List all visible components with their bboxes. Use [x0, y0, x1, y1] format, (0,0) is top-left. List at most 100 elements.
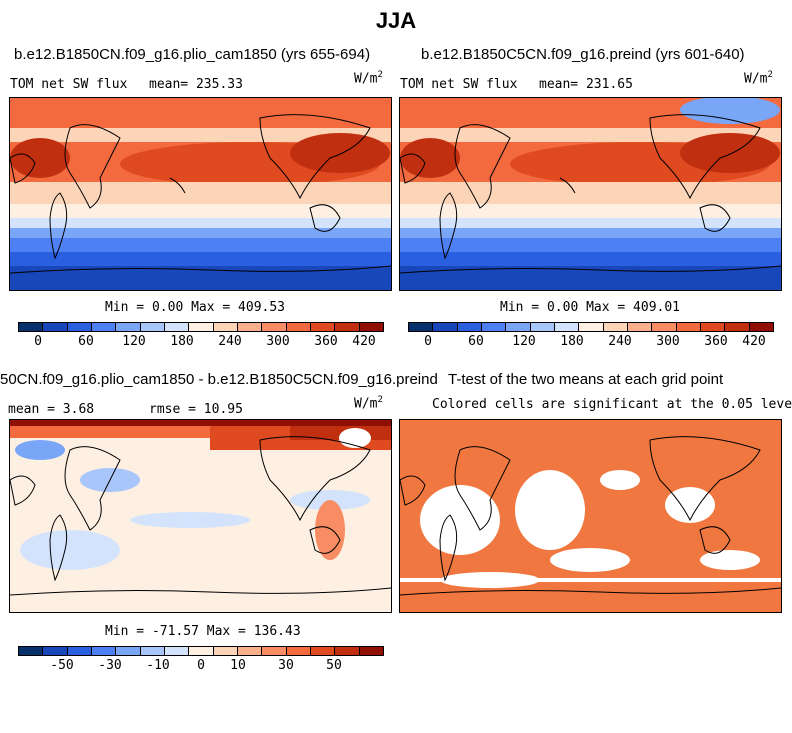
colorbar-swatch [286, 647, 311, 655]
variable-label: TOM net SW flux [400, 77, 518, 92]
variable-label: TOM net SW flux [10, 77, 128, 92]
panel-case-label: b.e12.B1850CN.f09_g16.plio_cam1850 (yrs … [14, 46, 371, 63]
colorbar-swatch [19, 647, 44, 655]
colorbar-tick: 50 [326, 658, 342, 673]
colorbar-tick: 10 [230, 658, 246, 673]
colorbar-tick: 360 [704, 334, 728, 349]
colorbar-abs-right [408, 322, 774, 332]
colorbar-swatch [652, 323, 677, 331]
significance-map [400, 420, 781, 612]
ttest-subtitle: Colored cells are significant at the 0.0… [432, 397, 792, 412]
colorbar-swatch [67, 323, 92, 331]
colorbar-tick: 60 [468, 334, 484, 349]
colorbar-tick: 420 [742, 334, 766, 349]
colorbar-swatch [262, 323, 287, 331]
colorbar-swatch [310, 647, 336, 655]
colorbar-swatch [116, 323, 141, 331]
colorbar-swatch [359, 647, 383, 655]
colorbar-tick: 0 [197, 658, 205, 673]
colorbar-tick: 180 [560, 334, 584, 349]
colorbar-swatch [140, 323, 165, 331]
minmax-text: Min = -71.57 Max = 136.43 [105, 624, 301, 639]
colorbar-swatch [189, 323, 214, 331]
colorbar-swatch [189, 647, 214, 655]
colorbar-tick: 120 [122, 334, 146, 349]
units-label: W/m2 [354, 395, 383, 412]
colorbar-swatch [262, 647, 287, 655]
colorbar-tick: 300 [656, 334, 680, 349]
colorbar-tick: 180 [170, 334, 194, 349]
colorbar-swatch [237, 323, 263, 331]
colorbar-swatch [579, 323, 604, 331]
page-title: JJA [375, 8, 417, 33]
colorbar-tick: 420 [352, 334, 376, 349]
colorbar-swatch [506, 323, 531, 331]
colorbar-swatch [554, 323, 580, 331]
colorbar-tick: 300 [266, 334, 290, 349]
panel-case-label: b.e12.B1850C5CN.f09_g16.preind (yrs 601-… [421, 46, 745, 63]
colorbar-swatch [409, 323, 434, 331]
colorbar-tick: -50 [50, 658, 74, 673]
colorbar-tick: 120 [512, 334, 536, 349]
colorbar-swatch [286, 323, 311, 331]
map-plio-sw-flux [9, 97, 392, 291]
colorbar-swatch [67, 647, 92, 655]
colorbar-swatch [164, 647, 190, 655]
units-label: W/m2 [354, 70, 383, 87]
panel-case-label: 50CN.f09_g16.plio_cam1850 - b.e12.B1850C… [0, 371, 438, 388]
colorbar-tick: 240 [218, 334, 242, 349]
mean-value: mean = 3.68 [8, 402, 95, 417]
ttest-title: T-test of the two means at each grid poi… [448, 371, 724, 388]
colorbar-tick: -30 [98, 658, 122, 673]
colorbar-swatch [335, 647, 360, 655]
map-ttest-significance [399, 419, 782, 613]
colorbar-swatch [457, 323, 482, 331]
minmax-text: Min = 0.00 Max = 409.53 [105, 300, 286, 315]
colorbar-ticks: 0 60 120 180 240 300 360 420 [408, 334, 774, 350]
rmse-value: rmse = 10.95 [149, 402, 243, 417]
colorbar-swatch [116, 647, 141, 655]
colorbar-swatch [310, 323, 336, 331]
minmax-text: Min = 0.00 Max = 409.01 [500, 300, 681, 315]
colorbar-swatch [603, 323, 628, 331]
colorbar-swatch [213, 647, 238, 655]
map-difference [9, 419, 392, 613]
colorbar-swatch [43, 647, 68, 655]
colorbar-swatch [140, 647, 165, 655]
mean-value: mean= 231.65 [539, 77, 633, 92]
colorbar-tick: 360 [314, 334, 338, 349]
heatmap-plio [10, 98, 391, 290]
units-label: W/m2 [744, 70, 773, 87]
colorbar-abs-left [18, 322, 384, 332]
colorbar-swatch [335, 323, 360, 331]
colorbar-swatch [627, 323, 653, 331]
colorbar-swatch [676, 323, 701, 331]
colorbar-swatch [725, 323, 750, 331]
colorbar-tick: 0 [34, 334, 42, 349]
colorbar-swatch [433, 323, 458, 331]
colorbar-tick: 0 [424, 334, 432, 349]
colorbar-swatch [237, 647, 263, 655]
mean-value: mean= 235.33 [149, 77, 243, 92]
colorbar-swatch [359, 323, 383, 331]
colorbar-swatch [481, 323, 507, 331]
colorbar-swatch [530, 323, 555, 331]
colorbar-swatch [19, 323, 44, 331]
colorbar-swatch [213, 323, 238, 331]
colorbar-swatch [164, 323, 190, 331]
colorbar-swatch [91, 323, 117, 331]
colorbar-tick: 240 [608, 334, 632, 349]
heatmap-difference [10, 420, 391, 612]
colorbar-ticks: 0 60 120 180 240 300 360 420 [18, 334, 384, 350]
colorbar-swatch [43, 323, 68, 331]
colorbar-diff [18, 646, 384, 656]
colorbar-swatch [700, 323, 726, 331]
colorbar-tick: 30 [278, 658, 294, 673]
map-preind-sw-flux [399, 97, 782, 291]
colorbar-tick: 60 [78, 334, 94, 349]
heatmap-preind [400, 98, 781, 290]
colorbar-tick: -10 [146, 658, 170, 673]
colorbar-swatch [91, 647, 117, 655]
colorbar-ticks: -50 -30 -10 0 10 30 50 [18, 658, 384, 674]
colorbar-swatch [749, 323, 773, 331]
